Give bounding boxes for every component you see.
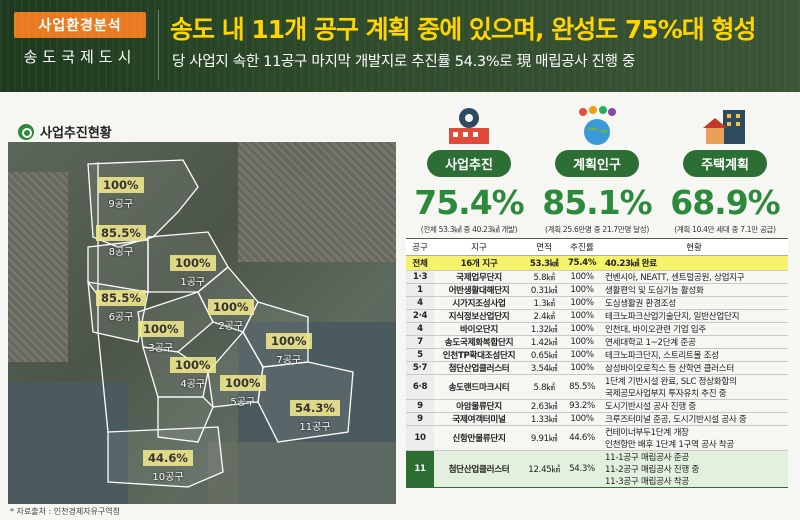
section-heading: 사업추진현황 xyxy=(18,122,112,141)
table-row: 1 어반생활대해단지 0.31㎢ 100% 생활편익 및 도심기능 활성화 xyxy=(406,283,788,297)
zone-label-2: 100% 2공구 xyxy=(208,296,254,332)
house-building-icon xyxy=(664,104,786,146)
stat-housing-plan: 주택계획 68.9% (계획 10.4만 세대 중 7.1만 공급) xyxy=(664,104,786,235)
col-header-area: 면적 xyxy=(524,238,564,256)
stat-value: 75.4% xyxy=(414,183,525,222)
zone-label-11: 54.3% 11공구 xyxy=(290,397,340,433)
table-highlight-row: 11 첨단산업클러스터 12.45㎢ 54.3% 11-1공구 매립공사 준공 1… xyxy=(406,450,788,488)
col-header-rate: 추진률 xyxy=(564,238,600,256)
stat-label: 사업추진 xyxy=(427,150,511,177)
zone-label-4: 100% 4공구 xyxy=(170,354,216,390)
zone-label-6: 85.5% 6공구 xyxy=(96,287,146,323)
factory-gear-icon xyxy=(408,104,530,146)
target-icon xyxy=(18,123,34,140)
cell-name: 16개 지구 xyxy=(434,255,524,271)
page-header: 사업환경분석 송도국제도시 송도 내 11개 공구 계획 중에 있으며, 완성도… xyxy=(0,0,800,92)
stat-label: 주택계획 xyxy=(683,150,767,177)
cell-status: 40.23㎢ 완료 xyxy=(600,255,788,271)
stat-note: (전체 53.3㎢ 중 40.23㎢ 개발) xyxy=(420,225,518,234)
section-title: 사업추진현황 xyxy=(40,126,112,141)
zone-label-9: 100% 9공구 xyxy=(98,174,144,210)
stat-planned-population: 계획인구 85.1% (계획 25.6만명 중 21.7만명 달성) xyxy=(536,104,658,235)
source-note: * 자료출처 : 인천경제자유구역청 xyxy=(10,507,121,516)
table-row: 7 송도국제화복합단지 1.42㎢ 100% 연세대학교 1~2단계 준공 xyxy=(406,335,788,349)
table-total-row: 전체 16개 지구 53.3㎢ 75.4% 40.23㎢ 완료 xyxy=(406,255,788,271)
table-row: 5·7 첨단산업클러스터 3.54㎢ 100% 삼성바이오로직스 등 산학연 클러스터 xyxy=(406,361,788,375)
table-row: 9 국제여객터미널 1.33㎢ 100% 크루즈터미널 준공, 도시기반시설 공사 중 xyxy=(406,412,788,426)
table-row: 2·4 지식정보산업단지 2.4㎢ 100% 테크노파크산업기술단지, 일반산업단지 xyxy=(406,309,788,323)
header-divider xyxy=(158,10,159,80)
stat-note: (계획 25.6만명 중 21.7만명 달성) xyxy=(545,225,649,234)
table-row: 4 시가지조성사업 1.3㎢ 100% 도심생활권 환경조성 xyxy=(406,296,788,310)
zone-label-1: 100% 1공구 xyxy=(170,252,216,288)
urban-area xyxy=(238,142,396,262)
population-globe-icon xyxy=(536,104,658,146)
col-header-status: 현황 xyxy=(600,238,788,256)
table-row: 1·3 국제업무단지 5.8㎢ 100% 컨벤시아, NEATT, 센트럴공원, 상업지… xyxy=(406,270,788,284)
zone-label-5: 100% 5공구 xyxy=(220,372,266,408)
stat-value: 85.1% xyxy=(542,183,653,222)
district-boundaries xyxy=(87,159,354,488)
stat-value: 68.9% xyxy=(670,183,781,222)
table-row: 4 바이오단지 1.32㎢ 100% 인천대, 바이오관련 기업 입주 xyxy=(406,322,788,336)
cell-code: 전체 xyxy=(406,255,434,271)
zone-label-10: 44.6% 10공구 xyxy=(143,447,193,483)
port-area xyxy=(208,442,396,504)
cell-area: 53.3㎢ xyxy=(524,255,564,271)
table-row: 5 인천TP확대조성단지 0.65㎢ 100% 테크노파크단지, 스트리트몰 조성 xyxy=(406,348,788,362)
zone-label-7: 100% 7공구 xyxy=(266,330,312,366)
brand-block: 사업환경분석 송도국제도시 xyxy=(14,12,146,67)
col-header-code: 공구 xyxy=(406,238,434,256)
page-subtitle: 당 사업지 속한 11공구 마지막 개발지로 추진률 54.3%로 現 매립공사… xyxy=(172,54,636,70)
page-title: 송도 내 11개 공구 계획 중에 있으며, 완성도 75%대 형성 xyxy=(170,15,756,44)
urban-area-west xyxy=(8,172,68,362)
zone-extra-outline xyxy=(157,396,214,443)
table-row: 9 아암물류단지 2.63㎢ 93.2% 도시기반시설 공사 진행 중 xyxy=(406,399,788,413)
col-header-district: 지구 xyxy=(434,238,524,256)
table-header-row: 공구 지구 면적 추진률 현황 xyxy=(406,238,788,256)
category-badge: 사업환경분석 xyxy=(14,12,146,38)
zone-label-8: 85.5% 8공구 xyxy=(96,222,146,258)
stat-note: (계획 10.4만 세대 중 7.1만 공급) xyxy=(674,225,776,234)
district-table: 공구 지구 면적 추진률 현황 전체 16개 지구 53.3㎢ 75.4% 40… xyxy=(406,238,788,488)
stat-business-progress: 사업추진 75.4% (전체 53.3㎢ 중 40.23㎢ 개발) xyxy=(408,104,530,235)
west-coast-line xyxy=(97,162,109,433)
stat-label: 계획인구 xyxy=(555,150,639,177)
district-map: 100% 9공구 85.5% 8공구 100% 1공구 85.5% 6공구 100% 2공… xyxy=(8,142,396,504)
table-row: 10 신항만물류단지 9.91㎢ 44.6% 컨테이너부두1단계 개장 인천항만 배후 1… xyxy=(406,425,788,451)
city-name: 송도국제도시 xyxy=(23,48,137,66)
zone-label-3: 100% 3공구 xyxy=(138,318,184,354)
cell-rate: 75.4% xyxy=(564,255,600,271)
table-row: 6·8 송도랜드마크시티 5.8㎢ 85.5% 1단계 기반시설 완료, SLC 정상화… xyxy=(406,374,788,400)
